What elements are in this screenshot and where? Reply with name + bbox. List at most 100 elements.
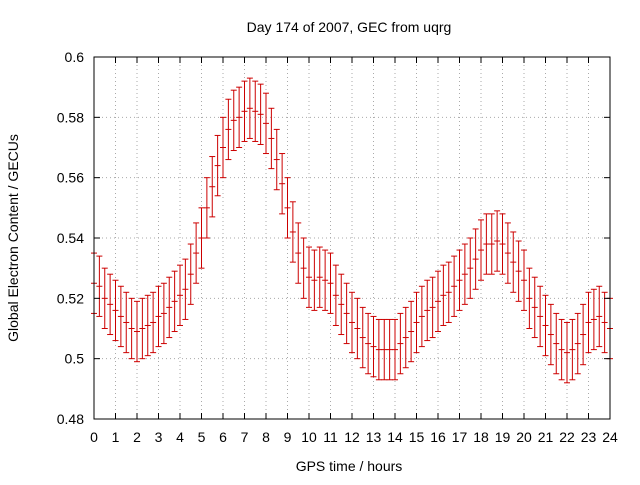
error-bar-point	[590, 288, 597, 351]
x-tick-label: 9	[284, 429, 292, 445]
error-bar-point	[456, 249, 463, 311]
error-bar-point	[107, 273, 114, 336]
y-tick-label: 0.52	[57, 290, 84, 306]
error-bar-point	[451, 255, 458, 317]
error-bar-point	[553, 312, 560, 375]
data-series	[91, 77, 613, 384]
error-bar-point	[101, 267, 108, 329]
x-tick-label: 11	[323, 429, 338, 445]
x-tick-label: 8	[262, 429, 270, 445]
error-bar-point	[187, 243, 194, 305]
error-bar-point	[488, 213, 495, 275]
error-bar-point	[155, 285, 162, 348]
x-axis-label: GPS time / hours	[296, 458, 403, 474]
error-bar-point	[494, 210, 501, 272]
error-bar-point	[370, 315, 377, 378]
error-bar-point	[316, 246, 323, 308]
error-bar-point	[499, 213, 506, 275]
error-bar-point	[177, 264, 183, 326]
error-bar-point	[429, 276, 436, 339]
chart-title: Day 174 of 2007, GEC from uqrg	[247, 19, 452, 35]
error-bar-point	[402, 306, 409, 369]
x-tick-label: 15	[409, 429, 425, 445]
error-bar-point	[214, 134, 221, 197]
error-bar-point	[332, 264, 339, 326]
error-bar-point	[327, 252, 334, 314]
error-bar-point	[246, 77, 253, 139]
error-bar-point	[263, 92, 269, 155]
grid-lines	[94, 57, 610, 419]
error-bar-point	[478, 219, 484, 281]
error-bar-point	[241, 80, 248, 142]
error-bar-point	[386, 318, 393, 381]
error-bar-point	[397, 312, 404, 375]
y-tick-label: 0.58	[57, 109, 84, 125]
error-bar-point	[461, 243, 468, 305]
x-tick-label: 20	[516, 429, 532, 445]
error-bar-point	[311, 249, 318, 311]
error-bar-point	[354, 297, 361, 360]
error-bar-point	[526, 267, 533, 329]
error-bar-point	[542, 294, 549, 357]
y-tick-label: 0.54	[57, 230, 84, 246]
error-bar-point	[289, 201, 296, 263]
error-bar-point	[225, 98, 232, 161]
x-tick-label: 23	[581, 429, 597, 445]
error-bar-point	[236, 86, 243, 148]
error-bar-point	[521, 249, 527, 311]
error-bar-point	[510, 231, 517, 293]
error-bar-point	[564, 321, 570, 384]
error-bar-point	[392, 318, 398, 381]
error-bar-point	[96, 255, 103, 317]
x-tick-labels: 0 1 2 3 4 5 6 7 8 9 10 11 12 13 14 15 16 17 18 19 20 21 22 23 24	[90, 429, 618, 445]
error-bar-point	[359, 306, 366, 369]
error-bar-point	[537, 285, 544, 348]
error-bar-point	[418, 285, 425, 348]
x-tick-label: 19	[495, 429, 511, 445]
error-bar-point	[160, 282, 167, 345]
error-bar-point	[365, 312, 372, 375]
x-tick-label: 22	[559, 429, 575, 445]
error-bar-point	[574, 312, 581, 375]
x-tick-label: 2	[133, 429, 141, 445]
error-bar-point	[300, 237, 307, 299]
x-tick-label: 14	[387, 429, 403, 445]
error-bar-point	[322, 249, 329, 311]
error-bar-point	[209, 156, 216, 218]
x-tick-label: 0	[90, 429, 98, 445]
axis-ticks	[93, 56, 611, 420]
error-bar-point	[424, 279, 431, 342]
error-bar-point	[193, 222, 200, 284]
x-tick-label: 7	[241, 429, 249, 445]
error-bar-point	[150, 291, 157, 354]
error-bar-point	[585, 291, 592, 354]
error-bar-point	[349, 291, 355, 354]
error-bar-point	[381, 318, 388, 381]
error-bar-point	[467, 237, 474, 299]
error-bar-point	[435, 270, 441, 333]
error-bar-point	[504, 222, 511, 284]
x-tick-label: 16	[430, 429, 446, 445]
error-bar-point	[268, 107, 275, 170]
error-bar-point	[547, 303, 554, 366]
error-bar-point	[198, 207, 205, 269]
error-bar-point	[284, 177, 291, 239]
error-bar-point	[203, 177, 210, 239]
error-bar-point	[596, 285, 603, 348]
y-tick-label: 0.6	[65, 49, 85, 65]
error-bar-point	[257, 83, 264, 145]
error-bar-point	[569, 318, 576, 381]
x-tick-label: 6	[219, 429, 227, 445]
x-tick-label: 13	[366, 429, 382, 445]
error-bar-point	[338, 273, 345, 336]
error-bar-point	[472, 228, 479, 290]
error-bar-point	[134, 300, 140, 363]
error-bar-point	[343, 282, 350, 345]
x-tick-label: 1	[112, 429, 120, 445]
error-bar-point	[483, 213, 490, 275]
x-tick-label: 21	[538, 429, 554, 445]
x-tick-label: 17	[452, 429, 468, 445]
error-bar-point	[112, 279, 119, 342]
